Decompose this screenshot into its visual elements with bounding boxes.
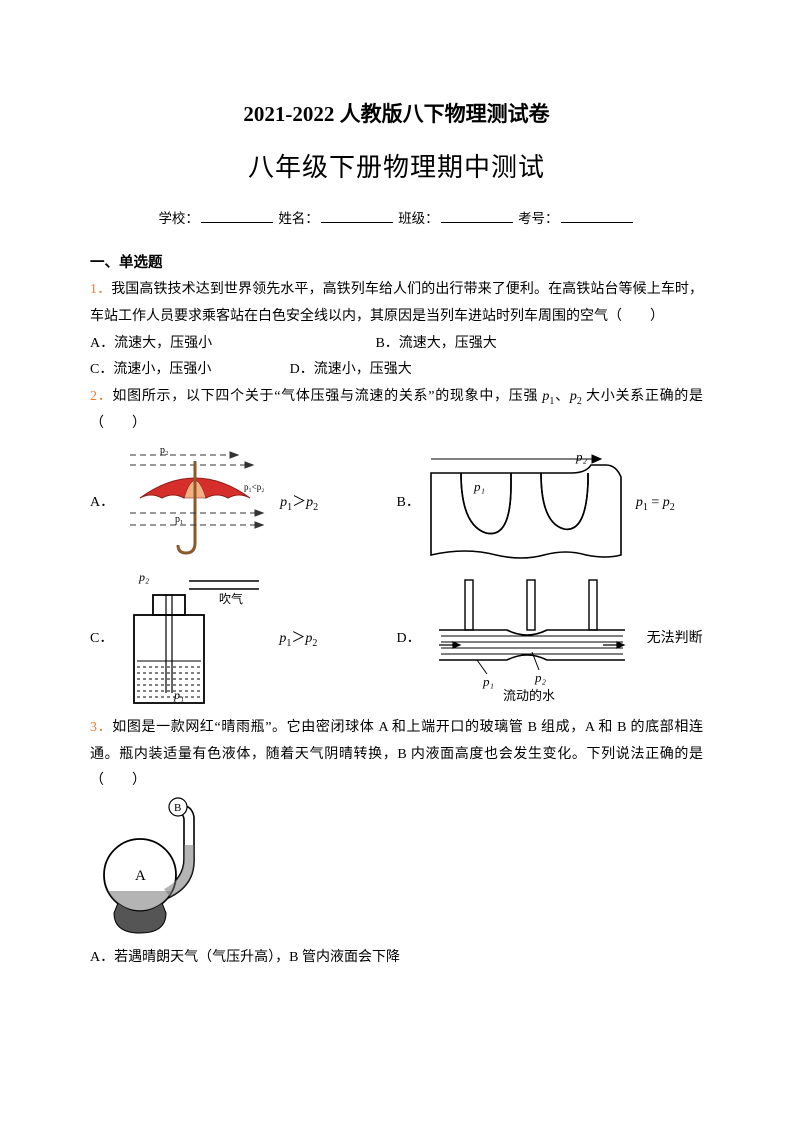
q2-c-figure: 吹气 p₂ — [119, 569, 269, 709]
section-1-title: 一、单选题 — [90, 250, 703, 278]
q3-num: 3． — [90, 720, 112, 735]
q1: 1．我国高铁技术达到世界领先水平，高铁列车给人们的出行带来了便利。在高铁站台等候… — [90, 277, 703, 330]
q2-c-label: C． — [90, 626, 113, 653]
q1-options-row2: C．流速小，压强小 D．流速小，压强大 — [90, 357, 703, 384]
q2-opt-d[interactable]: D． — [397, 574, 704, 704]
info-line: 学校： 姓名： 班级： 考号： — [90, 206, 703, 232]
fig-weather-bottle-icon: B A — [90, 795, 220, 945]
q2-c-answer: p1＞p2 — [279, 626, 317, 653]
q3-opt-a[interactable]: A．若遇晴朗天气（气压升高），B 管内液面会下降 — [90, 945, 703, 972]
svg-text:p₁: p₁ — [473, 479, 485, 494]
q1-opt-d[interactable]: D．流速小，压强大 — [290, 357, 572, 384]
q2-a-figure: p₂ p₁ p₁<p₂ — [120, 443, 270, 563]
q1-opt-c[interactable]: C．流速小，压强小 — [90, 357, 286, 384]
blank-name[interactable] — [321, 208, 393, 223]
q2-num: 2． — [90, 389, 112, 404]
label-school: 学校： — [158, 211, 199, 226]
blank-school[interactable] — [201, 208, 273, 223]
fig-cave-icon: p₁ p₂ — [426, 443, 626, 563]
svg-text:流动的水: 流动的水 — [503, 688, 555, 703]
label-name: 姓名： — [278, 211, 319, 226]
svg-text:p₂: p₂ — [534, 670, 547, 685]
blank-class[interactable] — [441, 208, 513, 223]
q2-d-answer: 无法判断 — [647, 626, 703, 653]
q2-b-figure: p₁ p₂ — [426, 443, 626, 563]
svg-text:p₂: p₂ — [138, 570, 149, 584]
q2-b-answer: p1 = p2 — [636, 490, 675, 517]
q2-d-label: D． — [397, 626, 421, 653]
svg-text:p₁<p₂: p₁<p₂ — [244, 482, 264, 492]
q2-text-mid: 、 — [554, 389, 569, 404]
svg-text:p₁: p₁ — [482, 674, 494, 689]
q2-text-pre: 如图所示，以下四个关于“气体压强与流速的关系”的现象中，压强 — [112, 389, 542, 404]
svg-text:p₁: p₁ — [175, 514, 184, 525]
title-main: 八年级下册物理期中测试 — [90, 143, 703, 192]
q1-opt-b[interactable]: B．流速大，压强大 — [375, 331, 657, 358]
q3: 3．如图是一款网红“晴雨瓶”。它由密闭球体 A 和上端开口的玻璃管 B 组成，A… — [90, 715, 703, 795]
svg-text:A: A — [135, 868, 146, 884]
svg-text:p₂: p₂ — [160, 445, 169, 456]
q2-a-answer: p1＞p2 — [280, 490, 318, 517]
q2-options: A． — [90, 443, 703, 715]
q2-opt-c[interactable]: C． 吹气 p₂ — [90, 569, 397, 709]
fig-venturi-icon: p₁ p₂ 流动的水 — [427, 574, 637, 704]
q1-text: 我国高铁技术达到世界领先水平，高铁列车给人们的出行带来了便利。在高铁站台等候上车… — [90, 282, 703, 324]
fig-umbrella-icon: p₂ p₁ p₁<p₂ — [120, 443, 270, 563]
q2-b-label: B． — [397, 490, 420, 517]
q2-p2: p — [570, 389, 577, 404]
q3-figure: B A — [90, 795, 703, 945]
svg-text:p₁: p₁ — [173, 688, 184, 702]
q1-options-row1: A．流速大，压强小 B．流速大，压强大 — [90, 331, 703, 358]
blank-examno[interactable] — [561, 208, 633, 223]
q2: 2．如图所示，以下四个关于“气体压强与流速的关系”的现象中，压强 p1、p2 大… — [90, 384, 703, 437]
q1-num: 1． — [90, 282, 111, 297]
label-examno: 考号： — [518, 211, 559, 226]
title-top: 2021-2022 人教版八下物理测试卷 — [90, 95, 703, 135]
q3-text: 如图是一款网红“晴雨瓶”。它由密闭球体 A 和上端开口的玻璃管 B 组成，A 和… — [90, 720, 703, 788]
q1-opt-a[interactable]: A．流速大，压强小 — [90, 331, 372, 358]
q2-d-figure: p₁ p₂ 流动的水 — [427, 574, 637, 704]
svg-text:p₂: p₂ — [575, 449, 588, 464]
fig-bottle-icon: 吹气 p₂ — [119, 569, 269, 709]
q2-a-label: A． — [90, 490, 114, 517]
q2-opt-b[interactable]: B． p₁ p₂ p1 = p2 — [397, 443, 704, 563]
label-class: 班级： — [398, 211, 439, 226]
q2-opt-a[interactable]: A． — [90, 443, 397, 563]
svg-text:B: B — [174, 802, 181, 814]
svg-text:吹气: 吹气 — [219, 591, 243, 606]
